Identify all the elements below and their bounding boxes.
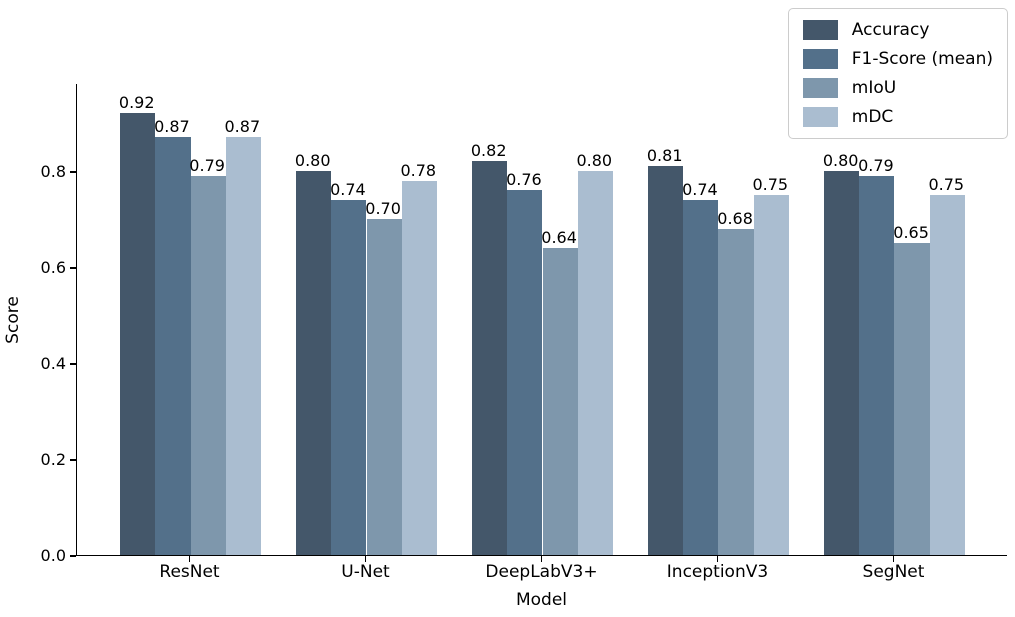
legend-row-f1-score-mean-: F1-Score (mean) [802, 48, 993, 69]
bar-accuracy-resnet [120, 113, 156, 555]
x-tick-mark [892, 556, 895, 562]
bar-value-label: 0.87 [154, 117, 190, 137]
legend-row-accuracy: Accuracy [802, 19, 993, 40]
bar-value-label: 0.70 [365, 198, 401, 218]
x-tick-mark [188, 556, 191, 562]
y-tick-label: 0.6 [40, 257, 66, 277]
x-tick-label-deeplabv3-: DeepLabV3+ [485, 562, 598, 582]
x-tick-label-resnet: ResNet [159, 562, 220, 582]
y-tick-mark [70, 267, 76, 269]
bar-value-label: 0.74 [330, 179, 366, 199]
bar-value-label: 0.80 [576, 150, 613, 170]
bar-value-label: 0.68 [717, 208, 753, 228]
bar-value-label: 0.75 [928, 174, 965, 194]
bar-f1-score-mean--inceptionv3 [683, 199, 719, 555]
x-tick-label-segnet: SegNet [862, 562, 925, 582]
y-tick-mark [70, 363, 76, 365]
y-tick-label: 0.2 [40, 449, 66, 469]
plot-area [76, 84, 1007, 556]
bar-f1-score-mean--u-net [331, 199, 367, 555]
bar-accuracy-u-net [296, 171, 332, 555]
bar-mdc-deeplabv3- [577, 171, 613, 555]
bar-f1-score-mean--segnet [859, 175, 895, 555]
bar-value-label: 0.79 [189, 155, 225, 175]
bar-value-label: 0.78 [400, 160, 437, 180]
y-tick-mark [70, 555, 76, 557]
bar-miou-u-net [366, 219, 402, 555]
y-tick-mark [70, 459, 76, 461]
bar-miou-deeplabv3- [542, 247, 578, 555]
bar-mdc-inceptionv3 [753, 195, 789, 555]
bar-miou-resnet [190, 175, 226, 555]
legend-swatch [802, 78, 838, 98]
bar-value-label: 0.65 [893, 222, 929, 242]
bar-mdc-segnet [929, 195, 965, 555]
bar-mdc-u-net [401, 180, 437, 555]
bar-accuracy-inceptionv3 [648, 166, 684, 555]
x-tick-label-inceptionv3: InceptionV3 [666, 562, 769, 582]
y-tick-label: 0.0 [40, 546, 66, 565]
bar-accuracy-deeplabv3- [472, 161, 508, 555]
legend: Accuracy F1-Score (mean) mIoU mDC [787, 8, 1008, 139]
bar-value-label: 0.76 [506, 170, 542, 190]
bar-value-label: 0.64 [541, 227, 577, 247]
bar-miou-segnet [894, 243, 930, 555]
legend-swatch [802, 20, 838, 40]
legend-label: F1-Score (mean) [851, 48, 993, 69]
legend-label: Accuracy [851, 19, 930, 40]
legend-swatch [802, 107, 838, 127]
bar-value-label: 0.75 [752, 174, 789, 194]
y-axis-label: Score [3, 296, 23, 344]
y-tick-label: 0.4 [40, 353, 66, 373]
y-tick-label: 0.8 [40, 161, 66, 181]
x-tick-mark [716, 556, 719, 562]
legend-label: mDC [851, 106, 894, 127]
bar-value-label: 0.79 [858, 155, 894, 175]
bar-f1-score-mean--resnet [155, 137, 191, 555]
x-tick-mark [540, 556, 543, 562]
bar-f1-score-mean--deeplabv3- [507, 190, 543, 555]
bar-mdc-resnet [225, 137, 261, 555]
x-tick-mark [364, 556, 367, 562]
bar-value-label: 0.80 [294, 150, 331, 170]
legend-row-miou: mIoU [802, 77, 993, 98]
bar-value-label: 0.92 [118, 93, 155, 113]
legend-swatch [802, 49, 838, 69]
bar-value-label: 0.81 [646, 146, 683, 166]
y-tick-mark [70, 171, 76, 173]
legend-label: mIoU [851, 77, 897, 98]
bar-miou-inceptionv3 [718, 228, 754, 555]
bar-accuracy-segnet [824, 171, 860, 555]
legend-row-mdc: mDC [802, 106, 993, 127]
bar-value-label: 0.82 [470, 141, 507, 161]
bar-value-label: 0.87 [224, 117, 261, 137]
bar-value-label: 0.74 [682, 179, 718, 199]
x-tick-label-u-net: U-Net [341, 562, 390, 582]
x-axis-label: Model [515, 590, 568, 610]
bar-value-label: 0.80 [822, 150, 859, 170]
